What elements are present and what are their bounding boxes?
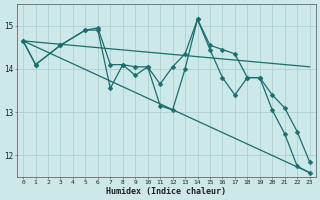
- X-axis label: Humidex (Indice chaleur): Humidex (Indice chaleur): [106, 187, 226, 196]
